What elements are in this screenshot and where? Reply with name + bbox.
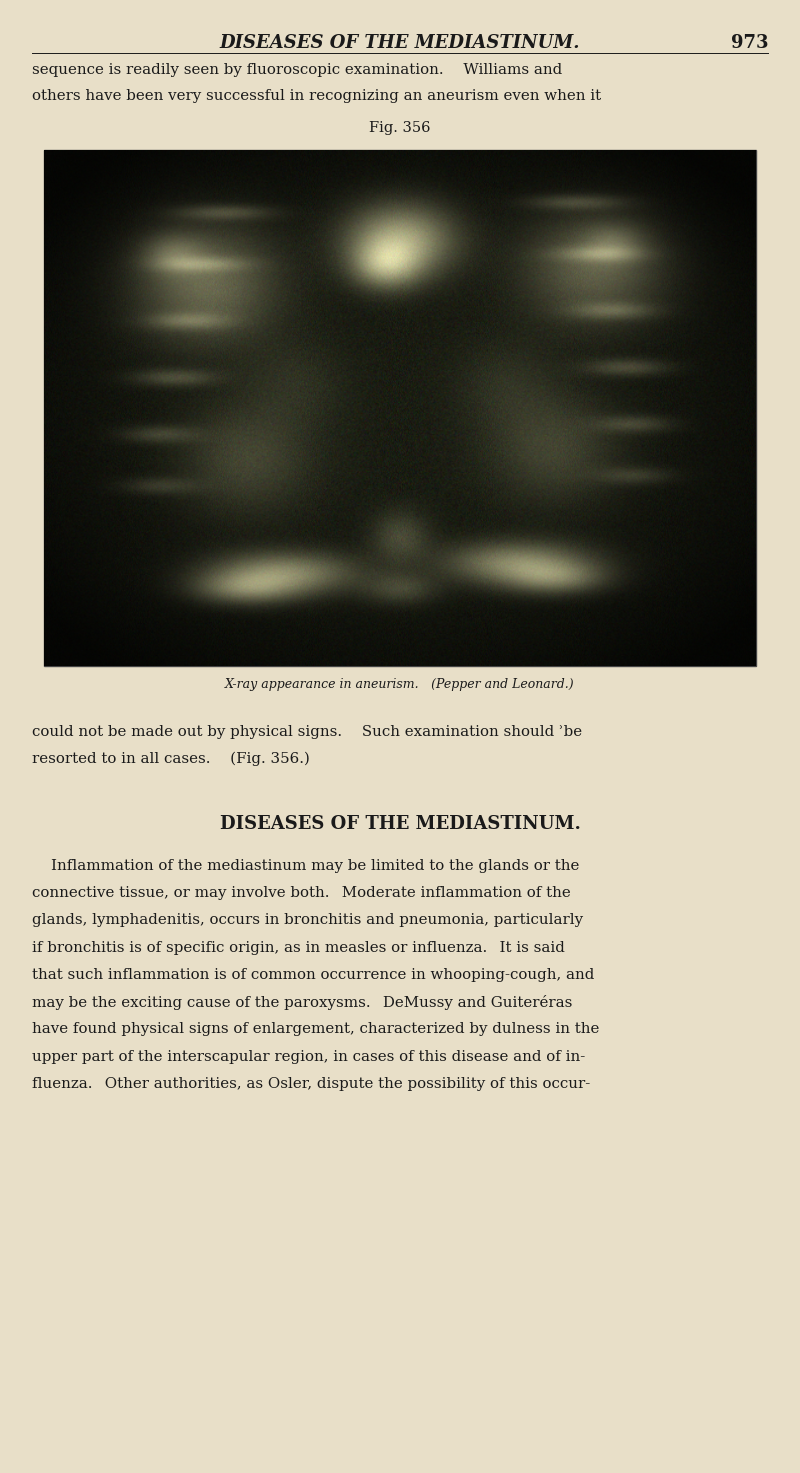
Text: upper part of the interscapular region, in cases of this disease and of in-: upper part of the interscapular region, … [32, 1050, 586, 1064]
Text: DISEASES OF THE MEDIASTINUM.: DISEASES OF THE MEDIASTINUM. [219, 815, 581, 832]
Text: others have been very successful in recognizing an aneurism even when it: others have been very successful in reco… [32, 90, 601, 103]
Text: connective tissue, or may involve both.  Moderate inflammation of the: connective tissue, or may involve both. … [32, 887, 570, 900]
Bar [44, 150, 756, 666]
Text: DISEASES OF THE MEDIASTINUM.: DISEASES OF THE MEDIASTINUM. [220, 34, 580, 52]
Text: sequence is readily seen by fluoroscopic examination.  Williams and: sequence is readily seen by fluoroscopic… [32, 63, 562, 78]
Text: glands, lymphadenitis, occurs in bronchitis and pneumonia, particularly: glands, lymphadenitis, occurs in bronchi… [32, 913, 583, 928]
Text: could not be made out by physical signs.  Such examination should ʾbe: could not be made out by physical signs.… [32, 725, 582, 739]
Text: Inflammation of the mediastinum may be limited to the glands or the: Inflammation of the mediastinum may be l… [32, 859, 579, 873]
Text: if bronchitis is of specific origin, as in measles or influenza.  It is said: if bronchitis is of specific origin, as … [32, 941, 565, 955]
Text: may be the exciting cause of the paroxysms.  DeMussy and Guiteréras: may be the exciting cause of the paroxys… [32, 996, 572, 1010]
Text: have found physical signs of enlargement, characterized by dulness in the: have found physical signs of enlargement… [32, 1022, 599, 1037]
Text: Fig. 356: Fig. 356 [370, 121, 430, 136]
Text: X-ray appearance in aneurism. (Pepper and Leonard.): X-ray appearance in aneurism. (Pepper an… [225, 678, 575, 691]
Text: that such inflammation is of common occurrence in whooping-cough, and: that such inflammation is of common occu… [32, 968, 594, 982]
Text: 973: 973 [730, 34, 768, 52]
Text: resorted to in all cases.  (Fig. 356.): resorted to in all cases. (Fig. 356.) [32, 751, 310, 766]
Text: fluenza.  Other authorities, as Osler, dispute the possibility of this occur-: fluenza. Other authorities, as Osler, di… [32, 1077, 590, 1091]
